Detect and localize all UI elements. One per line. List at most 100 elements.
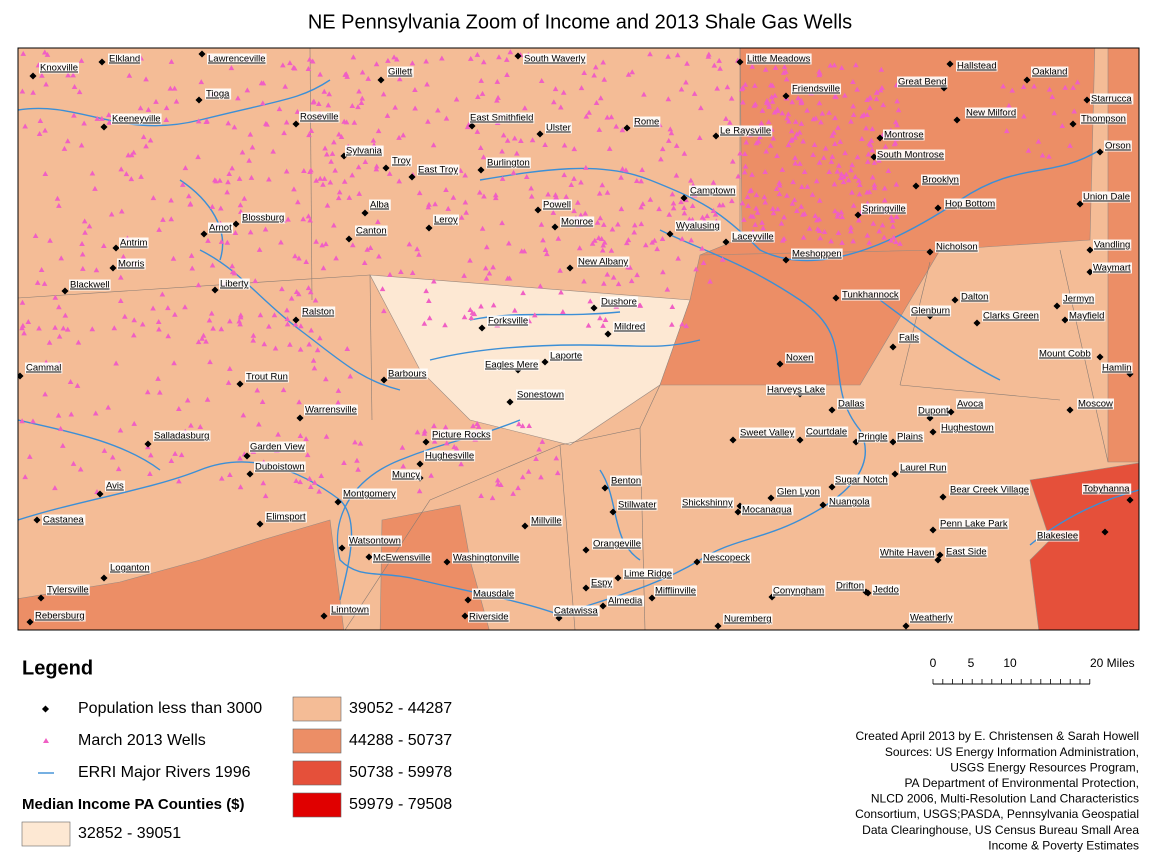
town-label-bg <box>431 429 492 441</box>
well <box>1067 142 1073 148</box>
well <box>272 345 279 351</box>
well <box>58 255 65 261</box>
well <box>228 65 235 71</box>
town-label-bg <box>791 248 843 260</box>
well <box>596 126 603 132</box>
town-dot <box>828 483 836 491</box>
well <box>167 85 174 91</box>
well <box>431 422 437 428</box>
well <box>111 325 118 331</box>
town-label-bg <box>857 431 889 443</box>
town-label-bg <box>119 237 149 249</box>
well <box>850 111 857 117</box>
well <box>492 192 499 198</box>
town-label-bg <box>241 212 286 224</box>
town-label-bg <box>949 484 1031 496</box>
town-label: South Waverly <box>524 54 586 65</box>
well <box>816 100 823 106</box>
town-label-bg <box>486 157 531 169</box>
well <box>608 247 615 253</box>
well <box>232 230 239 236</box>
well <box>647 196 654 202</box>
town-label-bg <box>387 368 428 380</box>
well <box>828 238 834 244</box>
well <box>821 229 828 235</box>
well <box>355 164 362 170</box>
well <box>52 294 59 300</box>
well <box>609 226 616 232</box>
town-label: Cammal <box>26 363 61 374</box>
well <box>831 62 838 68</box>
well <box>470 423 476 429</box>
well <box>147 470 153 476</box>
well <box>634 272 640 278</box>
well <box>850 79 856 85</box>
well <box>416 251 422 257</box>
town-label-bg <box>982 310 1040 322</box>
well <box>784 192 790 198</box>
well <box>370 137 377 143</box>
well <box>776 182 783 188</box>
town-dot <box>416 460 424 468</box>
well <box>678 86 685 92</box>
town-dot <box>112 244 120 252</box>
town-label-bg <box>109 562 151 574</box>
well <box>159 291 166 297</box>
town-dot <box>109 264 117 272</box>
well <box>849 162 855 168</box>
town-label: Sugar Notch <box>835 475 888 486</box>
well <box>660 269 666 275</box>
well <box>165 333 172 339</box>
well <box>783 76 790 82</box>
well <box>343 71 350 77</box>
well <box>416 190 423 196</box>
well <box>1003 128 1010 134</box>
well <box>819 110 826 116</box>
county <box>18 519 345 630</box>
town-label: Meshoppen <box>792 249 842 260</box>
well <box>561 172 568 178</box>
well <box>47 237 53 243</box>
well <box>305 65 312 71</box>
well <box>20 50 27 56</box>
well <box>291 186 297 192</box>
well <box>477 144 484 150</box>
town-label: Catawissa <box>554 606 599 617</box>
well <box>625 237 632 243</box>
well <box>740 99 746 105</box>
well <box>278 239 284 245</box>
well <box>331 222 337 228</box>
well <box>131 332 137 338</box>
town-label: Loganton <box>110 563 150 574</box>
town-dot <box>361 209 369 217</box>
town-label-bg <box>1068 310 1106 322</box>
town-dot <box>461 612 469 620</box>
town-label: East Side <box>946 547 987 558</box>
well <box>36 325 42 331</box>
well <box>209 203 216 209</box>
well <box>349 103 356 109</box>
well <box>422 428 428 434</box>
well <box>78 142 85 148</box>
well <box>56 333 63 339</box>
well <box>168 58 175 64</box>
town-label: Hamlin <box>1102 363 1132 374</box>
well <box>743 139 750 145</box>
well <box>595 235 602 241</box>
well <box>467 307 474 313</box>
well <box>70 460 77 466</box>
well <box>287 341 293 347</box>
well <box>240 412 247 418</box>
well <box>355 104 361 110</box>
well <box>831 181 838 187</box>
well <box>638 221 645 227</box>
town-label-bg <box>731 231 775 243</box>
well <box>462 172 468 178</box>
town-dot <box>338 544 346 552</box>
well <box>705 53 712 59</box>
well <box>511 307 518 313</box>
well <box>601 280 607 286</box>
well <box>804 107 810 113</box>
well <box>43 81 49 87</box>
well <box>753 205 759 211</box>
